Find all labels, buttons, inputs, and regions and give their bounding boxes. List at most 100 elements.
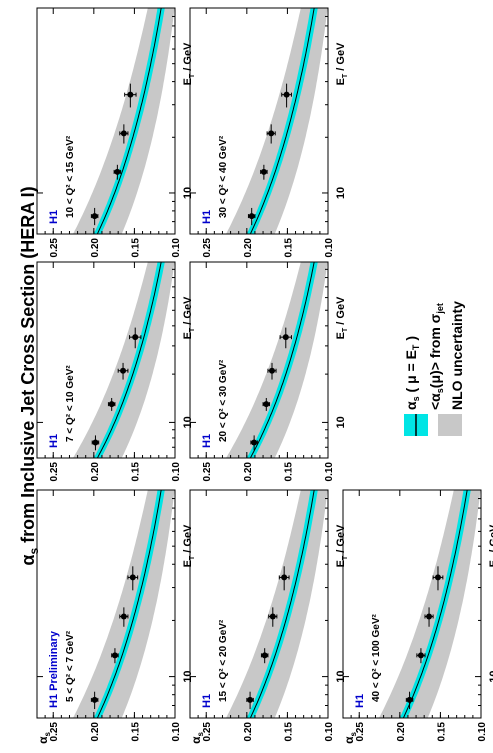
data-point bbox=[416, 648, 426, 664]
data-point bbox=[113, 164, 122, 180]
data-point bbox=[432, 566, 444, 591]
y-tick-label: 0.25 bbox=[202, 462, 213, 482]
svg-text:αs from Inclusive Jet Cross Se: αs from Inclusive Jet Cross Section (HER… bbox=[18, 186, 41, 565]
data-point bbox=[281, 83, 292, 108]
legend-item-central: <αs(μ)> from σjet bbox=[404, 303, 445, 436]
data-marker bbox=[283, 91, 290, 98]
data-point bbox=[250, 435, 258, 451]
panel-frame bbox=[189, 261, 329, 459]
central-value-band bbox=[93, 262, 165, 458]
panels: 0.25 0.20 0.15 0.10 10 ET / GeV αs H1 Prelimina… bbox=[36, 7, 493, 744]
alpha-s-curve bbox=[249, 490, 315, 718]
y-axis-label: αs bbox=[189, 732, 205, 744]
y-tick-label: 0.25 bbox=[202, 238, 213, 258]
y-tick-label: 0.15 bbox=[130, 462, 141, 482]
data-marker bbox=[282, 334, 289, 341]
panel-frame bbox=[36, 7, 176, 235]
q2-range-label: 5 < Q² < 7 GeV² bbox=[65, 630, 76, 702]
experiment-label: H1 bbox=[48, 210, 60, 224]
data-marker bbox=[132, 334, 139, 341]
x-tick-label: 10 bbox=[182, 670, 194, 682]
title-text: from Inclusive Jet Cross Section (HERA I… bbox=[18, 186, 38, 547]
y-tick-label: 0.25 bbox=[49, 238, 60, 258]
data-marker bbox=[281, 574, 288, 581]
data-marker bbox=[91, 696, 98, 703]
panel-frame bbox=[189, 7, 329, 235]
data-marker bbox=[269, 613, 276, 620]
data-marker bbox=[129, 574, 136, 581]
alpha-s-curve bbox=[402, 490, 468, 718]
x-tick-label: 10 bbox=[488, 670, 493, 682]
y-tick-label: 0.20 bbox=[90, 462, 101, 482]
data-marker bbox=[417, 652, 424, 659]
panel-1: 0.25 0.20 0.15 0.10 10 ET / GeV αs H1 Prelimina… bbox=[36, 489, 196, 744]
nlo-uncertainty-band bbox=[226, 262, 328, 458]
q2-range-label: 7 < Q² < 10 GeV² bbox=[65, 365, 76, 442]
data-point bbox=[266, 124, 276, 144]
data-point bbox=[119, 124, 129, 144]
alpha-s-curve bbox=[96, 490, 162, 718]
x-tick-label: 10 bbox=[335, 416, 347, 428]
y-tick-label: 0.20 bbox=[243, 462, 254, 482]
data-marker bbox=[263, 401, 270, 408]
panel-7: 0.25 0.20 0.15 0.10 10 ET / GeV αs H1 40 < Q² < … bbox=[342, 489, 493, 744]
experiment-label: H1 bbox=[48, 434, 60, 448]
panel-2: 0.25 0.20 0.15 0.10 10 ET / GeV H1 7 < Q² < 10 … bbox=[36, 261, 196, 482]
legend-nlo-swatch bbox=[438, 414, 462, 436]
panel-6: 0.25 0.20 0.15 0.10 10 ET / GeV H1 30 < Q² < 40… bbox=[189, 7, 349, 258]
y-tick-label: 0.15 bbox=[130, 722, 141, 742]
y-tick-label: 0.15 bbox=[283, 722, 294, 742]
experiment-label: H1 bbox=[201, 694, 213, 708]
y-tick-label: 0.25 bbox=[202, 722, 213, 742]
y-axis-label: αs bbox=[36, 732, 52, 744]
alpha-s-curve bbox=[249, 262, 315, 458]
x-axis-label: ET / GeV bbox=[182, 42, 196, 85]
y-tick-label: 0.10 bbox=[171, 238, 182, 258]
data-marker bbox=[434, 574, 441, 581]
x-tick-label: 10 bbox=[335, 670, 347, 682]
experiment-label: H1 bbox=[201, 434, 213, 448]
y-tick-label: 0.10 bbox=[324, 722, 335, 742]
y-tick-label: 0.25 bbox=[49, 722, 60, 742]
q2-range-label: 40 < Q² < 100 GeV² bbox=[371, 614, 382, 702]
nlo-uncertainty-band bbox=[226, 8, 328, 234]
data-marker bbox=[91, 213, 98, 220]
y-tick-label: 0.20 bbox=[396, 722, 407, 742]
panel-5: 0.25 0.20 0.15 0.10 10 ET / GeV H1 20 < Q² < 30… bbox=[189, 261, 349, 482]
data-marker bbox=[247, 696, 254, 703]
data-point bbox=[424, 607, 434, 627]
panel-3: 0.25 0.20 0.15 0.10 10 ET / GeV H1 10 < Q² < 15… bbox=[36, 7, 196, 258]
legend-nlo-label: NLO uncertainty bbox=[449, 301, 465, 410]
data-point bbox=[405, 691, 414, 710]
y-tick-label: 0.15 bbox=[436, 722, 447, 742]
data-point bbox=[279, 327, 292, 349]
data-marker bbox=[127, 91, 134, 98]
y-tick-label: 0.10 bbox=[171, 722, 182, 742]
figure-title: αs from Inclusive Jet Cross Section (HER… bbox=[18, 186, 41, 565]
data-marker bbox=[111, 652, 118, 659]
nlo-uncertainty-band bbox=[73, 8, 175, 234]
y-tick-label: 0.10 bbox=[324, 238, 335, 258]
panel-frame bbox=[342, 489, 482, 719]
x-axis-label: ET / GeV bbox=[335, 42, 349, 85]
data-marker bbox=[251, 439, 258, 446]
data-point bbox=[127, 566, 139, 591]
data-marker bbox=[108, 401, 115, 408]
y-tick-label: 0.10 bbox=[171, 462, 182, 482]
data-point bbox=[246, 691, 254, 710]
data-point bbox=[117, 362, 129, 380]
data-point bbox=[278, 566, 290, 591]
central-value-band bbox=[93, 490, 165, 718]
legend-central-label: <αs(μ)> from σjet bbox=[427, 303, 445, 410]
title-alpha: α bbox=[18, 555, 38, 566]
x-axis-label: ET / GeV bbox=[335, 524, 349, 567]
data-point bbox=[260, 164, 268, 180]
experiment-label: H1 bbox=[354, 694, 366, 708]
data-marker bbox=[261, 652, 268, 659]
data-point bbox=[267, 362, 277, 380]
y-tick-label: 0.20 bbox=[90, 238, 101, 258]
alpha-s-curve bbox=[96, 8, 162, 234]
data-point bbox=[90, 691, 99, 710]
experiment-label: H1 Preliminary bbox=[48, 630, 60, 708]
y-tick-label: 0.15 bbox=[283, 462, 294, 482]
